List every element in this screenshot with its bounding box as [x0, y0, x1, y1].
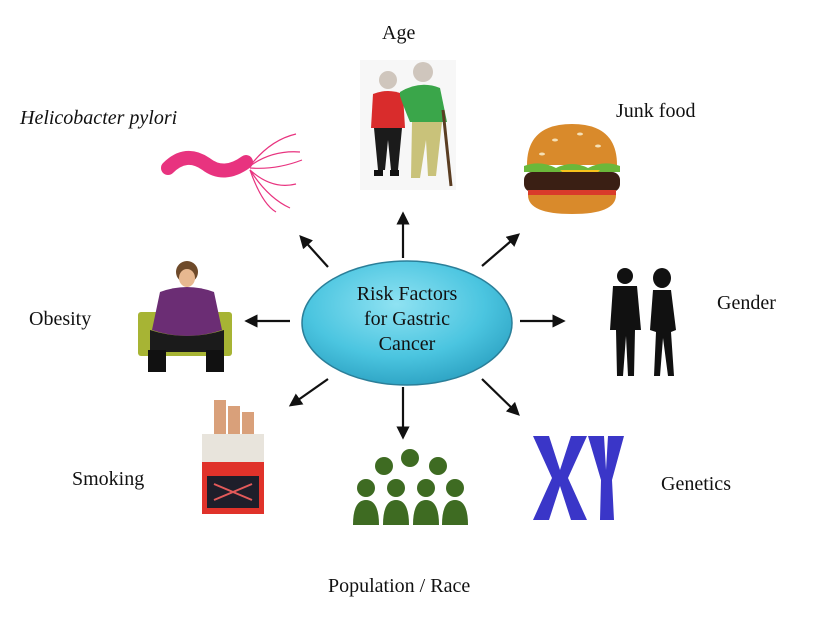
label-population-race: Population / Race: [328, 575, 471, 597]
arrow-to-smoking: [288, 378, 329, 407]
cigarette-pack-icon: [202, 400, 264, 514]
label-genetics: Genetics: [661, 473, 731, 495]
label-h-pylori: Helicobacter pylori: [20, 107, 178, 129]
label-junk-food: Junk food: [616, 100, 696, 122]
center-ellipse: [301, 260, 513, 386]
label-gender: Gender: [717, 292, 776, 314]
crowd-icon: [353, 449, 468, 525]
obese-person-icon: [138, 261, 232, 372]
bacterium-icon: [161, 133, 303, 213]
label-obesity: Obesity: [29, 308, 92, 330]
center-label-line-1: Risk Factors: [356, 283, 458, 305]
arrow-to-h-pylori: [299, 235, 329, 268]
center-label-line-2: for Gastric: [363, 308, 451, 330]
center-label: Risk Factors for Gastric Cancer: [318, 282, 496, 357]
arrows: [244, 211, 566, 440]
arrow-to-junk-food: [481, 233, 521, 267]
arrow-to-genetics: [481, 378, 520, 416]
burger-icon: [524, 124, 620, 214]
label-age: Age: [382, 22, 416, 44]
xy-chromosome-icon: [533, 436, 624, 520]
elderly-couple-icon: [360, 60, 456, 190]
man-woman-silhouette-icon: [610, 268, 676, 376]
label-smoking: Smoking: [72, 468, 145, 490]
center-label-line-3: Cancer: [378, 333, 436, 355]
